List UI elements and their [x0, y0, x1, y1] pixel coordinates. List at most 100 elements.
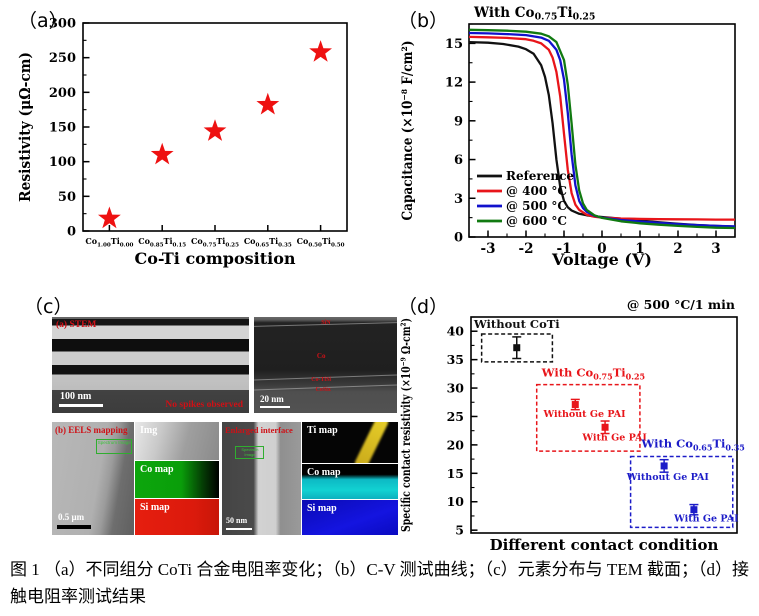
data-point-star [98, 206, 121, 229]
enlarged-title: Enlarged interface [225, 425, 293, 435]
data-point-square [690, 506, 698, 514]
img-map-label: Img [140, 425, 158, 436]
y-tick-label: 15 [445, 37, 463, 52]
co-map-green: Co map [135, 461, 219, 498]
y-tick-label: 9 [454, 114, 463, 129]
co-map-label: Co map [140, 464, 174, 475]
legend-label: Reference [506, 169, 574, 183]
ti-map-label: Ti map [307, 425, 338, 436]
y-tick-label: 250 [49, 51, 76, 66]
group-label: Without CoTi [473, 317, 560, 331]
data-point-star [256, 92, 280, 115]
eels-scale-bar [57, 525, 91, 529]
y-tick-label: 15 [447, 466, 464, 481]
si-map-red: Si map [135, 499, 219, 535]
group-box [629, 455, 734, 529]
enlarged-interface-micrograph: Enlarged interface Spectrum Image 50 nm [222, 422, 301, 535]
group-box [480, 333, 554, 363]
tem-scale-bar [260, 406, 290, 408]
enlarged-scale-bar [226, 528, 252, 530]
tem-scale-label: 20 nm [260, 394, 284, 404]
img-map: Img [135, 422, 219, 460]
group-box [535, 383, 641, 452]
tem-layer-label-cosix: CoSix [315, 387, 331, 394]
point-label: Without Ge PAI [543, 409, 627, 420]
panel-b-label: （b） [398, 10, 449, 32]
y-axis-title: Capacitance (×10⁻⁸ F/cm²) [400, 41, 416, 221]
y-tick-label: 35 [447, 352, 464, 367]
y-tick-label: 50 [58, 190, 76, 205]
eels-micrograph: (b) EELS mapping Spectrum Image 0.5 μm [52, 422, 134, 535]
group-label: With Co0.75Ti0.25 [541, 366, 646, 382]
stem-scale-label: 100 nm [60, 391, 92, 402]
data-point-star [150, 142, 174, 165]
tem-layer-label-co: Co [316, 351, 326, 360]
panel-a-chart: 0 50 100 150 200 250 300 Co1.00Ti0.00 Co0.85Ti0.… [16, 17, 348, 268]
panel-d-label: （d） [398, 296, 449, 318]
y-axis-title: Resistivity (μΩ-cm) [16, 52, 34, 202]
y-tick-label: 300 [49, 17, 76, 32]
x-tick-label: -2 [519, 241, 534, 257]
x-axis-title: Co-Ti composition [134, 249, 295, 268]
chart-title: With Co0.75Ti0.25 [473, 5, 595, 23]
point-label: With Ge PAI [581, 432, 647, 443]
data-point-star [309, 40, 332, 62]
group-label: With Co0.65Ti0.35 [640, 437, 745, 453]
x-tick-label: 3 [711, 241, 720, 257]
x-tick-label: 0 [597, 241, 606, 257]
legend-label: @ 500 °C [506, 199, 567, 213]
y-tick-label: 30 [447, 381, 465, 396]
legend-label: @ 600 °C [506, 214, 567, 228]
x-axis-title: Voltage (V) [551, 250, 652, 269]
x-tick-label: -3 [481, 241, 496, 257]
point-label: With Ge PAI [673, 514, 739, 525]
co-map-label: Co map [307, 467, 341, 478]
data-point-square [571, 401, 579, 409]
series-line [468, 31, 736, 228]
x-tick-label: Co0.65Ti0.35 [244, 236, 292, 249]
x-tick-label: Co1.00Ti0.00 [85, 236, 133, 249]
si-map-label: Si map [140, 502, 170, 513]
stem-micrograph: (a) STEM No spikes observed 100 nm [52, 317, 249, 413]
data-point-square [513, 344, 521, 352]
panel-d-chart: 5 10 15 20 25 30 35 40 @ 500 °C/1 min Without CoT… [398, 297, 745, 554]
co-map-cyan: Co map [302, 464, 398, 499]
stem-scale-bar [59, 404, 103, 407]
y-tick-label: 5 [455, 523, 464, 538]
y-tick-label: 150 [49, 121, 76, 136]
y-tick-label: 0 [67, 225, 76, 240]
y-tick-label: 12 [445, 76, 463, 91]
x-tick-label: Co0.85Ti0.15 [138, 236, 186, 249]
x-tick-label: Co0.50Ti0.50 [297, 236, 345, 249]
y-tick-label: 40 [447, 324, 465, 339]
y-axis-title: Specific contact resistivity (×10⁻⁹ Ω-cm… [398, 318, 413, 532]
series-line [468, 28, 736, 230]
point-label: Without Ge PAI [626, 472, 710, 483]
series-line [468, 35, 735, 221]
x-tick-label: 1 [635, 241, 644, 257]
x-axis-title: Different contact condition [490, 536, 719, 554]
eels-scale-label: 0.5 μm [58, 512, 85, 522]
enlarged-scale-label: 50 nm [226, 516, 248, 525]
legend-label: @ 400 °C [506, 184, 567, 198]
y-tick-label: 6 [454, 153, 463, 168]
si-map-blue: Si map [302, 500, 398, 535]
ti-map-yellow: Ti map [302, 422, 398, 463]
si-map-label: Si map [307, 503, 337, 514]
stem-title: (a) STEM [56, 320, 97, 330]
data-point-square [660, 462, 668, 470]
axis-box [470, 316, 738, 534]
enlarged-spectrum-box: Spectrum Image [235, 445, 265, 459]
annotation: @ 500 °C/1 min [627, 297, 735, 312]
x-tick-label: Co0.75Ti0.25 [191, 236, 239, 249]
tem-layer-label-cotisi: Co-TiSi [311, 376, 332, 383]
stem-note: No spikes observed [165, 400, 243, 410]
y-tick-label: 20 [447, 437, 465, 452]
figure-caption: 图 1 （a）不同组分 CoTi 合金电阻率变化；（b）C-V 测试曲线；（c）… [10, 560, 750, 606]
ti-signal-streak [353, 422, 391, 463]
y-tick-label: 100 [49, 155, 76, 170]
panel-a-label: （a） [18, 10, 68, 32]
panel-c-label: （c） [24, 296, 73, 318]
